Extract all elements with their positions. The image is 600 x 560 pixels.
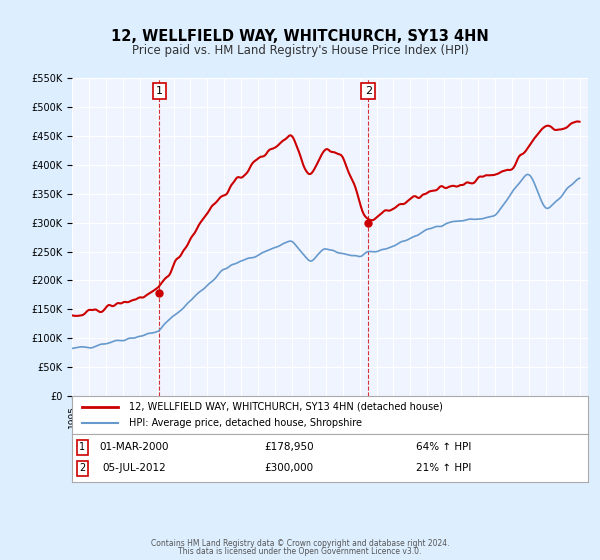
Text: £300,000: £300,000 <box>264 463 313 473</box>
Text: 01-MAR-2000: 01-MAR-2000 <box>99 442 169 452</box>
Text: Contains HM Land Registry data © Crown copyright and database right 2024.: Contains HM Land Registry data © Crown c… <box>151 539 449 548</box>
Text: 2: 2 <box>79 463 85 473</box>
Text: £178,950: £178,950 <box>264 442 314 452</box>
Text: HPI: Average price, detached house, Shropshire: HPI: Average price, detached house, Shro… <box>129 418 362 428</box>
Text: 05-JUL-2012: 05-JUL-2012 <box>102 463 166 473</box>
Text: 2: 2 <box>365 86 372 96</box>
Text: 64% ↑ HPI: 64% ↑ HPI <box>416 442 471 452</box>
Text: 21% ↑ HPI: 21% ↑ HPI <box>416 463 471 473</box>
Text: 1: 1 <box>156 86 163 96</box>
Text: 1: 1 <box>79 442 85 452</box>
Text: 12, WELLFIELD WAY, WHITCHURCH, SY13 4HN: 12, WELLFIELD WAY, WHITCHURCH, SY13 4HN <box>111 29 489 44</box>
Text: Price paid vs. HM Land Registry's House Price Index (HPI): Price paid vs. HM Land Registry's House … <box>131 44 469 57</box>
Text: This data is licensed under the Open Government Licence v3.0.: This data is licensed under the Open Gov… <box>178 548 422 557</box>
Text: 12, WELLFIELD WAY, WHITCHURCH, SY13 4HN (detached house): 12, WELLFIELD WAY, WHITCHURCH, SY13 4HN … <box>129 402 443 412</box>
